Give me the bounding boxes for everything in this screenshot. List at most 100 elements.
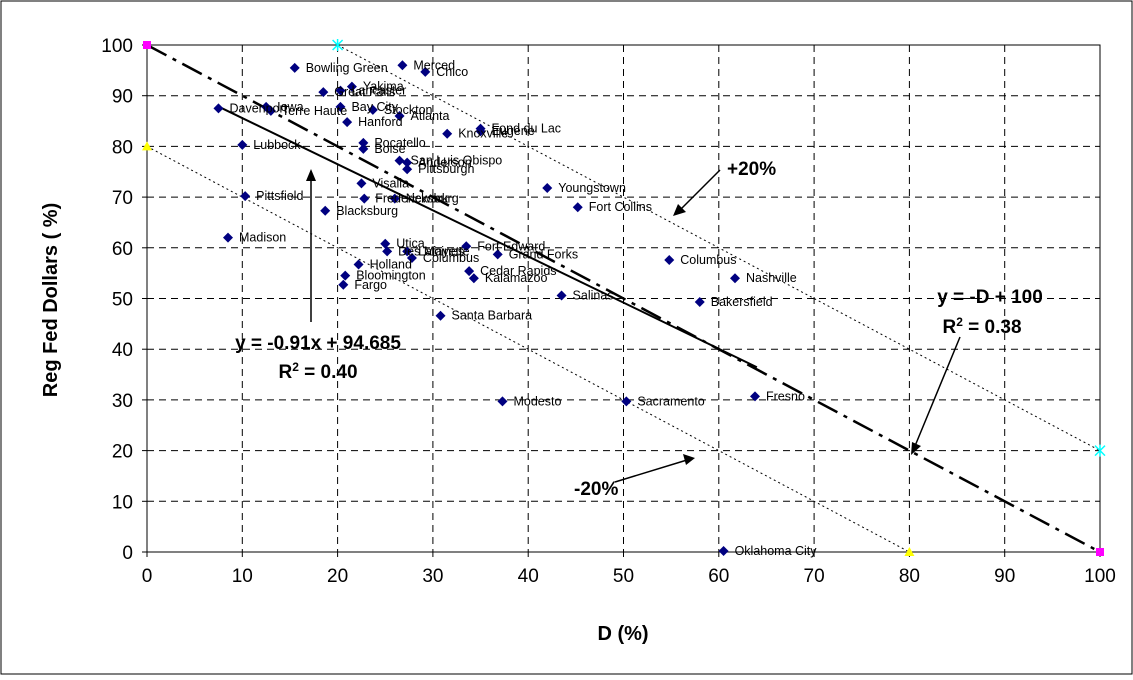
- solid-trend-line: [218, 105, 758, 369]
- point-label: Santa Barbara: [452, 309, 533, 323]
- data-point: [475, 126, 486, 137]
- data-point: [397, 60, 408, 71]
- reference-line-start-marker: [143, 41, 151, 49]
- data-point: [240, 191, 251, 202]
- axis-ticks: 0 10 20 30 40 50 60 70 80 90 100 0 10 20 30 40 50 60 70 80 9…: [101, 36, 1116, 587]
- point-label: Fresno: [766, 389, 805, 403]
- minus-band-endpoint-marker: [904, 547, 915, 556]
- point-label: Holland: [370, 258, 412, 272]
- data-point: [402, 164, 413, 175]
- data-point: [318, 87, 329, 98]
- data-point: [356, 178, 367, 189]
- data-point: [359, 193, 370, 204]
- point-label: Hanford: [358, 115, 403, 129]
- data-point: [621, 396, 632, 407]
- data-point: [346, 81, 357, 92]
- data-point: [340, 270, 351, 281]
- y-tick-label: 90: [112, 87, 133, 108]
- data-points: [213, 60, 761, 556]
- point-label: Bowling Green: [306, 61, 388, 75]
- dotted-trend-line: [146, 145, 910, 553]
- data-point: [289, 62, 300, 73]
- data-point: [237, 139, 248, 150]
- x-tick-label: 90: [994, 566, 1015, 587]
- x-tick-label: 60: [708, 566, 729, 587]
- data-point: [358, 143, 369, 154]
- point-label: Madison: [239, 231, 286, 245]
- point-label: Great Falls: [334, 85, 395, 99]
- fit-r2-label: R2 = 0.40: [278, 360, 357, 383]
- point-label: Fredericksburg: [375, 192, 458, 206]
- x-tick-label: 40: [518, 566, 539, 587]
- ref-r2-letter: R: [942, 317, 956, 338]
- data-point: [420, 66, 431, 77]
- data-point: [213, 103, 224, 114]
- point-label: Bloomington: [356, 269, 426, 283]
- point-label: Modesto: [513, 394, 561, 408]
- point-label: San Luis Obispo: [411, 154, 503, 168]
- y-tick-label: 40: [112, 340, 133, 361]
- point-label: Bay City: [351, 100, 398, 114]
- plus-band-endpoint-marker: [332, 39, 344, 51]
- y-tick-label: 50: [112, 290, 133, 311]
- reference-arrow-head: [911, 442, 921, 455]
- data-point: [435, 310, 446, 321]
- point-label: Blacksburg: [336, 204, 398, 218]
- data-point: [750, 391, 761, 402]
- data-point: [664, 254, 675, 265]
- y-tick-label: 70: [112, 188, 133, 209]
- data-point: [406, 252, 417, 263]
- reference-arrow: [914, 336, 961, 447]
- y-tick-label: 20: [112, 442, 133, 463]
- point-label: Lancaster: [351, 84, 406, 98]
- y-tick-label: 10: [112, 492, 133, 513]
- dotted-trend-line: [337, 44, 1101, 452]
- point-label: Oklahoma City: [735, 544, 818, 558]
- y-axis-title: Reg Fed Dollars ( %): [40, 203, 62, 397]
- grid: [147, 45, 1100, 552]
- point-label: Grand Forks: [509, 247, 578, 261]
- data-point: [402, 246, 413, 257]
- reference-r2-label: R2 = 0.38: [942, 315, 1021, 338]
- fit-equation-label: y = -0.91x + 94.685: [235, 333, 401, 354]
- data-point: [358, 137, 369, 148]
- point-label: Columbus: [680, 253, 736, 267]
- plus-band-arrow-head: [673, 204, 686, 216]
- point-label: Youngstown: [558, 181, 626, 195]
- data-point: [394, 110, 405, 121]
- x-tick-label: 0: [142, 566, 153, 587]
- x-tick-label: 100: [1084, 566, 1116, 587]
- x-tick-label: 30: [422, 566, 443, 587]
- point-label: Des Moines: [398, 244, 464, 258]
- ref-r2-value: = 0.38: [963, 317, 1022, 338]
- point-label: Atlanta: [411, 109, 450, 123]
- point-label: Kalamazoo: [485, 271, 548, 285]
- y-tick-label: 0: [122, 543, 133, 564]
- point-label: Pocatello: [374, 136, 425, 150]
- point-label: Lafayette: [418, 244, 469, 258]
- minus-band-endpoint-marker: [142, 141, 152, 151]
- x-tick-label: 50: [613, 566, 634, 587]
- data-point: [335, 85, 346, 96]
- point-label: Bakersfield: [711, 295, 773, 309]
- point-label: Knoxville: [458, 127, 508, 141]
- fit-r2-superscript: 2: [292, 360, 299, 374]
- data-point: [492, 249, 503, 260]
- dash-dot-trend-line: [146, 43, 1101, 554]
- x-axis-title: D (%): [597, 623, 648, 645]
- data-point: [394, 155, 405, 166]
- x-tick-label: 10: [232, 566, 253, 587]
- data-point: [382, 246, 393, 257]
- minus-band-arrow: [614, 459, 688, 483]
- data-point: [556, 290, 567, 301]
- point-label: Utica: [396, 237, 425, 251]
- point-label: Cedar Rapids: [480, 264, 556, 278]
- point-label: Terre Haute: [282, 104, 347, 118]
- point-label: Nashville: [746, 271, 797, 285]
- y-tick-label: 60: [112, 239, 133, 260]
- trend-lines: [146, 43, 1101, 554]
- data-point: [367, 104, 378, 115]
- fit-r2-value: = 0.40: [299, 362, 358, 383]
